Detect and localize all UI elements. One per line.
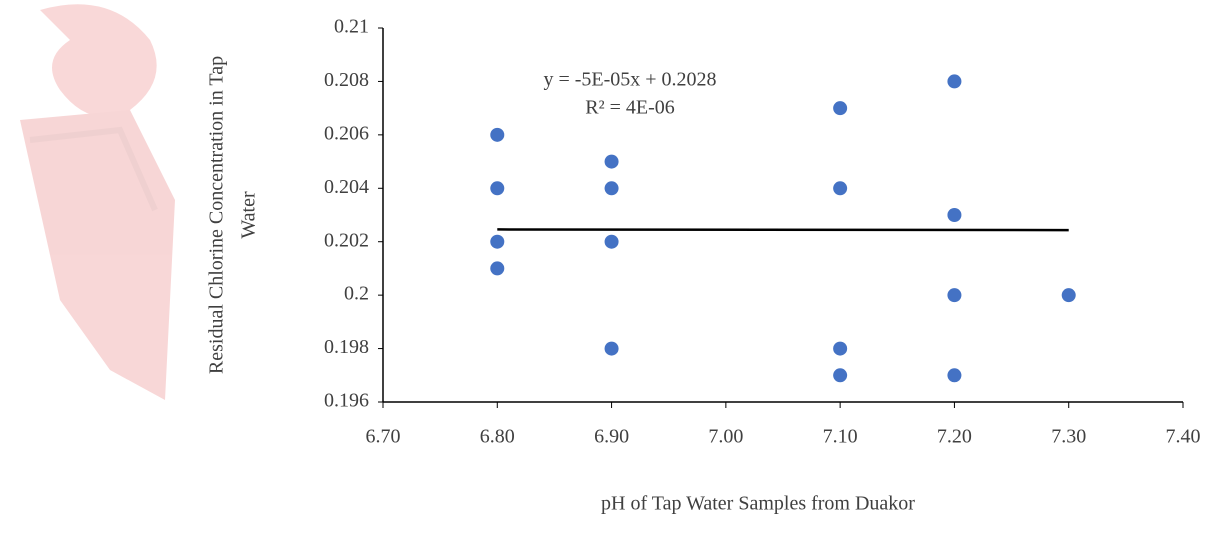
y-tick-label: 0.2 [344,283,369,305]
data-point [490,181,505,196]
y-tick-label: 0.196 [324,390,369,412]
data-point [833,101,848,116]
y-tick-label: 0.202 [324,229,369,251]
y-tick-label: 0.206 [324,122,369,144]
data-point [947,288,962,303]
x-tick-label: 7.30 [1051,426,1086,448]
y-tick-label: 0.21 [334,16,369,38]
x-tick-label: 7.20 [937,426,972,448]
data-point [604,154,619,169]
data-point [833,181,848,196]
data-point [1061,288,1076,303]
trendline-equation: y = -5E-05x + 0.2028 [543,69,716,91]
watermark-shape [29,126,158,212]
data-point [947,74,962,89]
y-tick-label: 0.208 [324,69,369,91]
y-axis-title: Residual Chlorine Concentration in Tap W… [206,56,260,374]
trendline [497,228,1069,232]
watermark-shape [40,4,157,117]
data-point [833,368,848,383]
x-tick-label: 6.70 [366,426,401,448]
data-point [947,208,962,222]
x-axis-title: pH of Tap Water Samples from Duakor [601,493,915,515]
x-tick-label: 6.80 [480,426,515,448]
data-point [490,234,505,249]
data-point [604,341,619,356]
data-point [947,368,962,383]
data-point [604,181,619,196]
data-point [604,234,619,249]
data-point [833,341,848,356]
y-tick-label: 0.204 [324,176,369,198]
x-tick-label: 7.40 [1166,426,1201,448]
x-tick-label: 7.00 [708,426,743,448]
data-point [490,261,505,276]
watermark-shape [20,110,175,400]
y-axis-title-line: Water [238,191,260,239]
x-tick-label: 6.90 [594,426,629,448]
trendline-r2: R² = 4E-06 [585,97,675,119]
x-tick-label: 7.10 [823,426,858,448]
data-point [490,127,505,142]
watermark [20,4,175,400]
y-axis-title-line: Residual Chlorine Concentration in Tap [206,56,228,374]
y-tick-label: 0.198 [324,336,369,358]
